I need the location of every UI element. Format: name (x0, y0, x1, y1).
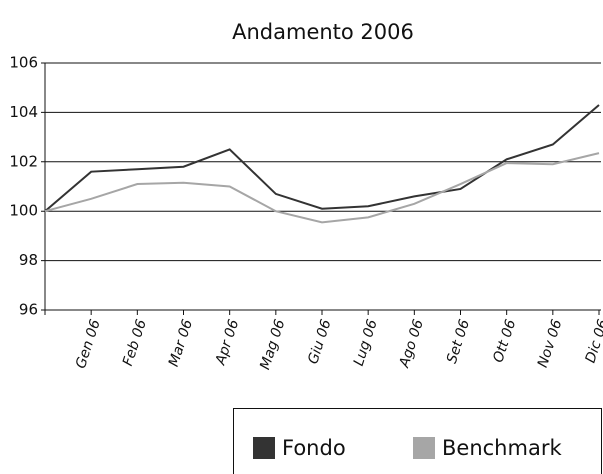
x-tick-label: Ago 06 (396, 317, 427, 370)
x-tick-label: Gen 06 (73, 317, 104, 370)
x-tick-label: Mag 06 (257, 317, 288, 371)
x-tick-label: Mar 06 (166, 317, 196, 368)
y-tick-label: 96 (19, 301, 38, 319)
legend-label: Fondo (282, 436, 346, 460)
legend-swatch (413, 437, 435, 459)
x-tick-label: Giu 06 (305, 317, 334, 366)
x-tick-label: Nov 06 (535, 317, 566, 369)
x-tick-label: Dic 06 (583, 317, 603, 364)
y-tick-label: 98 (19, 251, 38, 269)
series-line (44, 152, 600, 224)
x-tick-label: Apr 06 (212, 317, 242, 367)
chart-title: Andamento 2006 (232, 20, 414, 44)
series-line (44, 104, 600, 212)
y-tick-label: 104 (9, 103, 38, 121)
legend-label: Benchmark (442, 436, 562, 460)
y-tick-label: 102 (9, 152, 38, 170)
x-tick-label: Set 06 (444, 317, 473, 365)
y-tick-label: 100 (9, 202, 38, 220)
x-tick-label: Lug 06 (351, 317, 381, 368)
y-tick-label: 106 (9, 54, 38, 72)
x-tick-label: Feb 06 (120, 317, 150, 368)
legend-swatch (253, 437, 275, 459)
legend-box (233, 408, 602, 474)
x-tick-label: Ott 06 (490, 317, 519, 364)
